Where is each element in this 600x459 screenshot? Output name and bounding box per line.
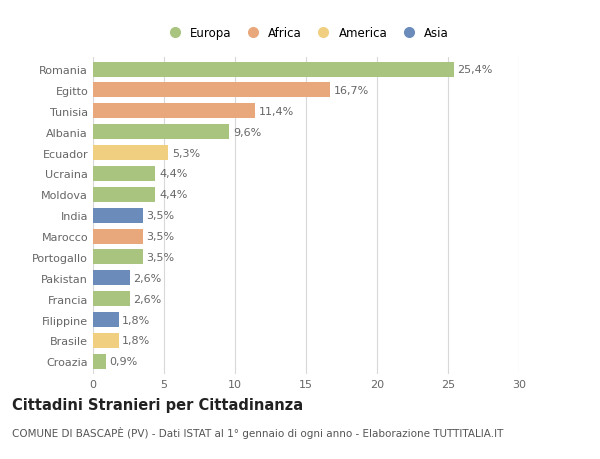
Bar [93, 250, 143, 265]
Bar [93, 187, 155, 202]
Bar [93, 125, 229, 140]
Bar [93, 313, 119, 327]
Bar [93, 104, 255, 119]
Bar [93, 333, 119, 348]
Bar [93, 208, 143, 223]
Text: 9,6%: 9,6% [233, 128, 261, 137]
Text: 1,8%: 1,8% [122, 315, 151, 325]
Bar [93, 271, 130, 286]
Bar [93, 354, 106, 369]
Text: 16,7%: 16,7% [334, 86, 369, 96]
Text: 4,4%: 4,4% [159, 169, 187, 179]
Text: 1,8%: 1,8% [122, 336, 151, 346]
Text: 2,6%: 2,6% [133, 273, 162, 283]
Text: 0,9%: 0,9% [109, 357, 137, 367]
Bar [93, 62, 454, 78]
Text: Cittadini Stranieri per Cittadinanza: Cittadini Stranieri per Cittadinanza [12, 397, 303, 412]
Text: 11,4%: 11,4% [259, 106, 293, 117]
Text: 2,6%: 2,6% [133, 294, 162, 304]
Text: 3,5%: 3,5% [146, 232, 175, 241]
Bar [93, 167, 155, 182]
Legend: Europa, Africa, America, Asia: Europa, Africa, America, Asia [163, 27, 449, 40]
Text: 4,4%: 4,4% [159, 190, 187, 200]
Text: 3,5%: 3,5% [146, 252, 175, 263]
Bar [93, 146, 168, 161]
Text: 5,3%: 5,3% [172, 148, 200, 158]
Text: 25,4%: 25,4% [457, 65, 493, 75]
Bar [93, 83, 330, 98]
Text: COMUNE DI BASCAPÈ (PV) - Dati ISTAT al 1° gennaio di ogni anno - Elaborazione TU: COMUNE DI BASCAPÈ (PV) - Dati ISTAT al 1… [12, 426, 503, 438]
Text: 3,5%: 3,5% [146, 211, 175, 221]
Bar [93, 229, 143, 244]
Bar [93, 291, 130, 307]
